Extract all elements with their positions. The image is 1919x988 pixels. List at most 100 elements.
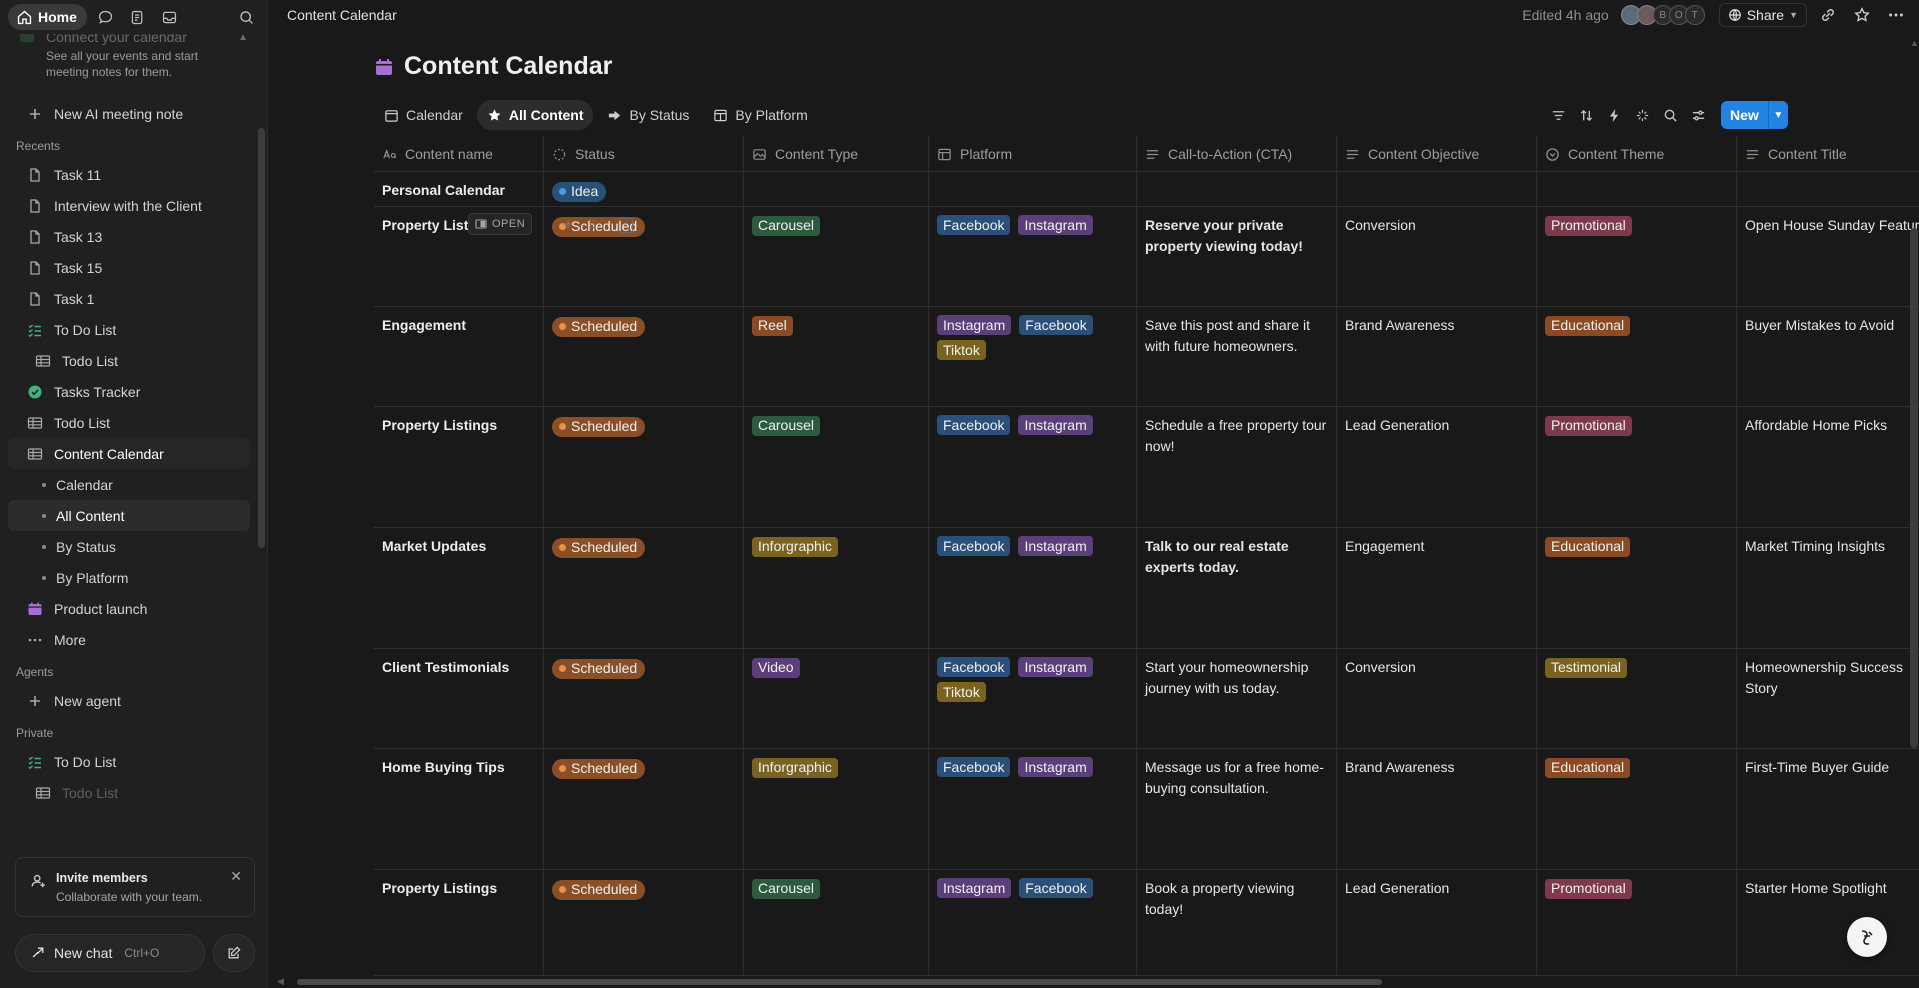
cell-status[interactable]: Scheduled	[544, 307, 744, 407]
cell-cta[interactable]: Message us for a free home-buying consul…	[1137, 749, 1337, 870]
cell-content-title[interactable]: Open House Sunday Featur	[1737, 207, 1919, 307]
cell-content-type[interactable]: Carousel	[744, 870, 929, 976]
search-icon[interactable]	[1659, 102, 1681, 128]
sidebar-item-by-status[interactable]: By Status	[8, 531, 250, 562]
column-header-status[interactable]: Status	[544, 136, 744, 172]
lightning-icon[interactable]	[1603, 102, 1625, 128]
sidebar-item-todo-list[interactable]: Todo List	[8, 345, 250, 376]
sidebar-item-task-13[interactable]: Task 13	[8, 221, 250, 252]
cell-platform[interactable]: Facebook Instagram	[929, 528, 1137, 649]
table-row[interactable]: Property Listi OPEN Scheduled Carousel Faceb…	[374, 207, 1919, 307]
row-checkbox[interactable]	[618, 218, 633, 233]
cell-platform[interactable]	[929, 172, 1137, 207]
cell-status[interactable]: Scheduled	[544, 649, 744, 749]
new-button[interactable]: New ▼	[1721, 101, 1788, 129]
sort-icon[interactable]	[1575, 102, 1597, 128]
tab-by-platform[interactable]: By Platform	[703, 100, 817, 130]
table-row[interactable]: Property Listings Scheduled Carousel Instag…	[374, 870, 1919, 976]
cell-content-name[interactable]: Property Listings	[374, 407, 544, 528]
close-icon[interactable]: ✕	[230, 868, 242, 884]
cell-content-title[interactable]	[1737, 172, 1919, 207]
cell-content-theme[interactable]: Educational	[1537, 749, 1737, 870]
table-row[interactable]: Home Buying Tips Scheduled Inforgraphic Fac…	[374, 749, 1919, 870]
cell-content-type[interactable]: Video	[744, 649, 929, 749]
meeting-notes-icon[interactable]	[125, 4, 151, 30]
cell-platform[interactable]: Facebook Instagram	[929, 749, 1137, 870]
sidebar-item-interview-with-the-client[interactable]: Interview with the Client	[8, 190, 250, 221]
page-title-text[interactable]: Content Calendar	[404, 52, 613, 80]
cell-platform[interactable]: Facebook Instagram	[929, 207, 1137, 307]
column-header-platform[interactable]: Platform	[929, 136, 1137, 172]
tab-all-content[interactable]: All Content	[476, 100, 594, 130]
chevron-up-icon[interactable]: ▲	[238, 34, 248, 43]
more-icon[interactable]	[1883, 2, 1909, 28]
cell-cta[interactable]: Schedule a free property tour now!	[1137, 407, 1337, 528]
cell-content-theme[interactable]	[1537, 172, 1737, 207]
share-button[interactable]: Share ▼	[1718, 3, 1807, 27]
drag-handle-icon[interactable]	[585, 217, 599, 231]
chevron-down-icon[interactable]: ▼	[1767, 101, 1788, 129]
scroll-thumb[interactable]	[297, 979, 1382, 985]
cell-content-name[interactable]: Engagement	[374, 307, 544, 407]
cell-content-theme[interactable]: Promotional	[1537, 870, 1737, 976]
cell-content-theme[interactable]: Promotional	[1537, 207, 1737, 307]
tab-by-status[interactable]: By Status	[597, 100, 699, 130]
cell-content-title[interactable]: First-Time Buyer Guide	[1737, 749, 1919, 870]
invite-members-card[interactable]: Invite members Collaborate with your tea…	[15, 857, 255, 917]
sidebar-item-all-content[interactable]: All Content	[8, 500, 250, 531]
sidebar-item-todo-list[interactable]: Todo List	[8, 407, 250, 438]
table-row[interactable]: Property Listings Scheduled Carousel Facebo…	[374, 407, 1919, 528]
cell-content-objective[interactable]: Lead Generation	[1337, 870, 1537, 976]
cell-content-type[interactable]	[744, 172, 929, 207]
cell-content-title[interactable]: Market Timing Insights	[1737, 528, 1919, 649]
table-row[interactable]: Market Updates Scheduled Inforgraphic Faceb…	[374, 528, 1919, 649]
cell-content-objective[interactable]: Conversion	[1337, 649, 1537, 749]
cell-cta[interactable]: Start your homeownership journey with us…	[1137, 649, 1337, 749]
home-button[interactable]: Home	[8, 4, 87, 30]
cell-status[interactable]: Scheduled	[544, 407, 744, 528]
breadcrumb[interactable]: Content Calendar	[287, 7, 397, 23]
cell-status[interactable]: Scheduled	[544, 749, 744, 870]
cell-cta[interactable]	[1137, 172, 1337, 207]
cell-content-name[interactable]: Client Testimonials	[374, 649, 544, 749]
cell-content-type[interactable]: Inforgraphic	[744, 749, 929, 870]
cell-status[interactable]: Scheduled	[544, 528, 744, 649]
new-agent[interactable]: New agent	[8, 685, 250, 716]
cell-status[interactable]: Scheduled	[544, 870, 744, 976]
cell-platform[interactable]: Instagram Facebook	[929, 870, 1137, 976]
inbox-icon[interactable]	[157, 4, 183, 30]
cell-platform[interactable]: Facebook Instagram Tiktok	[929, 649, 1137, 749]
cell-content-title[interactable]: Starter Home Spotlight	[1737, 870, 1919, 976]
cell-cta[interactable]: Talk to our real estate experts today.	[1137, 528, 1337, 649]
cell-content-theme[interactable]: Educational	[1537, 307, 1737, 407]
sidebar-item-to-do-list[interactable]: To Do List	[8, 746, 250, 777]
filter-icon[interactable]	[1547, 102, 1569, 128]
settings-sliders-icon[interactable]	[1687, 102, 1709, 128]
cell-content-objective[interactable]: Conversion	[1337, 207, 1537, 307]
cell-content-name[interactable]: Market Updates	[374, 528, 544, 649]
sparkle-icon[interactable]	[1631, 102, 1653, 128]
scroll-left-arrow[interactable]: ◀	[277, 976, 284, 986]
table-horizontal-scrollbar[interactable]: ◀	[277, 976, 1917, 986]
cell-content-objective[interactable]	[1337, 172, 1537, 207]
cell-content-name[interactable]: Property Listi OPEN	[374, 207, 544, 307]
cell-content-title[interactable]: Affordable Home Picks	[1737, 407, 1919, 528]
cell-content-theme[interactable]: Promotional	[1537, 407, 1737, 528]
new-ai-meeting-note[interactable]: New AI meeting note	[8, 98, 250, 129]
cell-content-theme[interactable]: Educational	[1537, 528, 1737, 649]
sidebar-item-task-1[interactable]: Task 1	[8, 283, 250, 314]
column-header-content-name[interactable]: Content name	[374, 136, 544, 172]
sidebar-item-todo-list[interactable]: Todo List	[8, 777, 250, 808]
cell-content-title[interactable]: Buyer Mistakes to Avoid	[1737, 307, 1919, 407]
sidebar-scrollbar[interactable]	[258, 128, 265, 548]
sidebar-item-more[interactable]: More	[8, 624, 250, 655]
new-chat-button[interactable]: New chat Ctrl+O	[15, 934, 205, 972]
cell-content-type[interactable]: Carousel	[744, 407, 929, 528]
cell-content-type[interactable]: Inforgraphic	[744, 528, 929, 649]
cell-content-theme[interactable]: Testimonial	[1537, 649, 1737, 749]
cell-content-name[interactable]: Property Listings	[374, 870, 544, 976]
cell-content-objective[interactable]: Brand Awareness	[1337, 749, 1537, 870]
cell-content-title[interactable]: Homeownership Success Story	[1737, 649, 1919, 749]
avatar-group[interactable]: B O T	[1620, 5, 1705, 25]
sidebar-item-by-platform[interactable]: By Platform	[8, 562, 250, 593]
